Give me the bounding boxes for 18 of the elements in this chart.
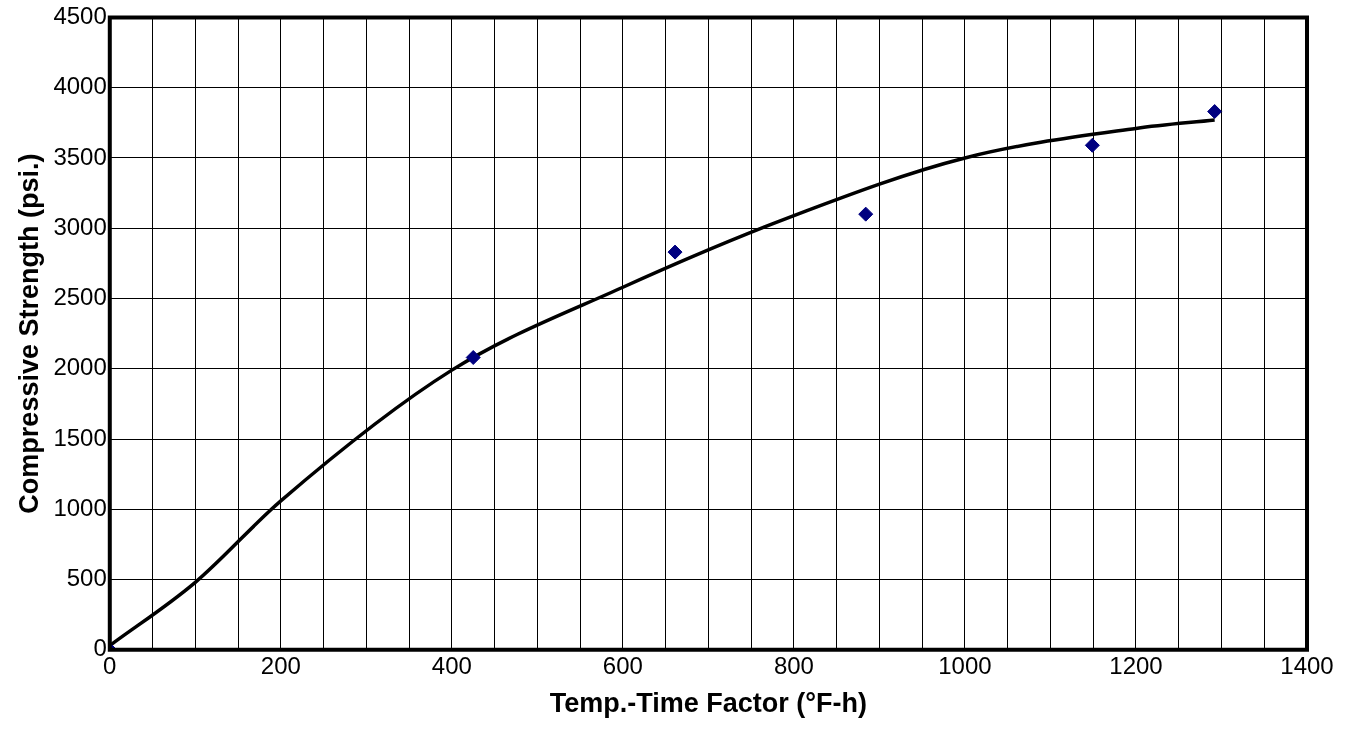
x-tick-label: 400 (431, 651, 472, 679)
y-tick-label: 1500 (53, 423, 107, 451)
y-tick-label: 2500 (53, 283, 107, 311)
y-tick-label: 3000 (53, 212, 107, 240)
y-tick-label: 500 (66, 564, 107, 592)
y-tick-label: 4500 (53, 2, 107, 30)
x-tick-label: 1400 (1280, 651, 1334, 679)
y-tick-label: 3500 (53, 142, 107, 170)
y-tick-label: 1000 (53, 493, 107, 521)
x-axis-title: Temp.-Time Factor (°F-h) (549, 688, 868, 719)
y-tick-label: 4000 (53, 72, 107, 100)
y-tick-label: 2000 (53, 353, 107, 381)
x-tick-label: 1000 (938, 651, 992, 679)
x-tick-label: 200 (260, 651, 301, 679)
y-axis-title: Compressive Strength (psi.) (13, 153, 44, 514)
x-tick-label: 1200 (1109, 651, 1163, 679)
x-tick-label: 600 (602, 651, 643, 679)
x-tick-label: 800 (773, 651, 814, 679)
